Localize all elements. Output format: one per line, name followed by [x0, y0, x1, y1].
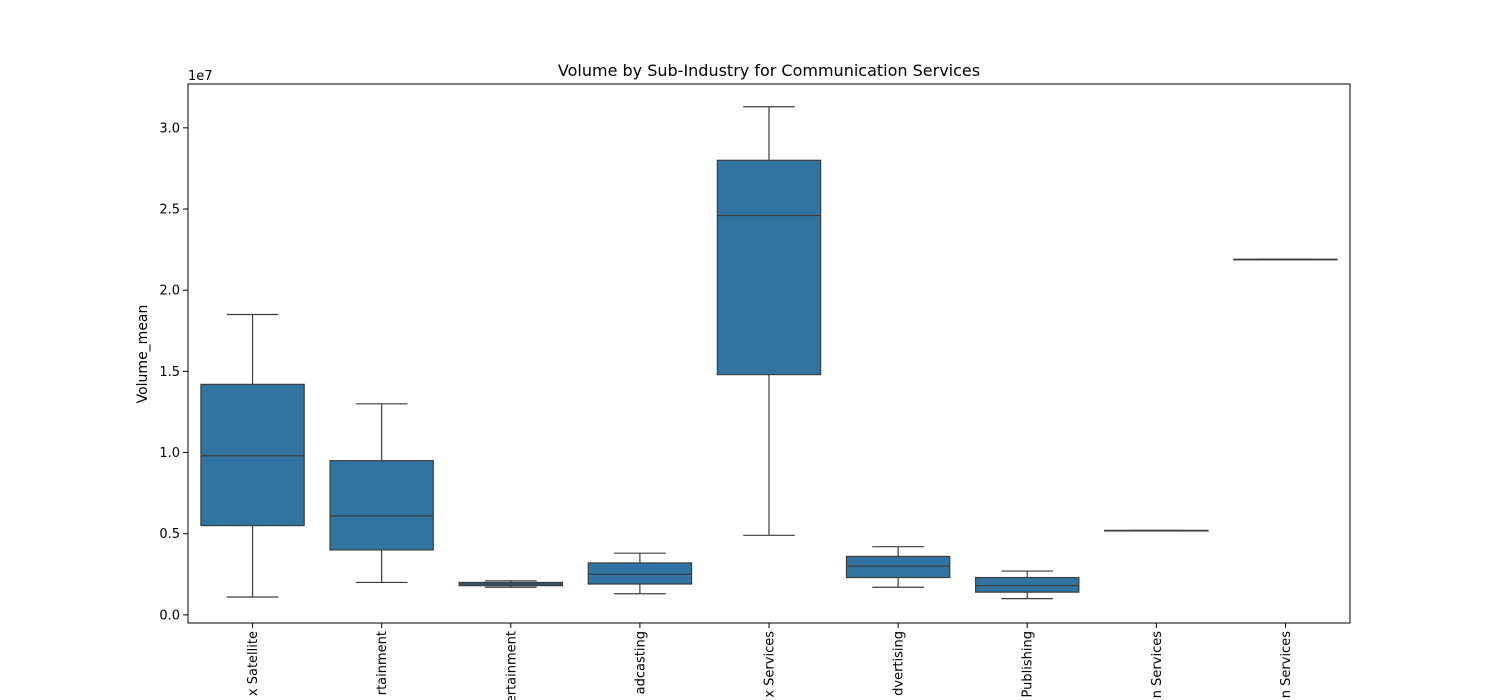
- y-axis-label: Volume_mean: [135, 305, 151, 404]
- y-tick-label: 2.5: [159, 203, 180, 218]
- x-tick-label: ertainment: [504, 631, 519, 700]
- box-iqr: [200, 383, 305, 527]
- x-tick-label: x Services: [763, 631, 778, 698]
- x-tick-label: rtainment: [375, 631, 390, 695]
- y-axis-offset-text: 1e7: [188, 69, 213, 84]
- x-tick-label: n Services: [1279, 631, 1294, 698]
- x-tick-label: adcasting: [633, 631, 648, 694]
- x-tick-label: Publishing: [1021, 631, 1036, 697]
- y-tick-label: 0.0: [159, 608, 180, 623]
- box-iqr: [974, 576, 1080, 593]
- plot-area: 0.0 0.5 1.0 1.5 2.0 2.5 3.0 x Satellite rtainmen…: [159, 83, 1351, 700]
- box-iqr: [329, 460, 434, 551]
- x-tick-label: dvertising: [892, 631, 907, 696]
- y-tick-label: 1.5: [159, 365, 180, 380]
- y-tick-label: 2.0: [159, 284, 180, 299]
- box-iqr: [587, 562, 693, 585]
- y-tick-label: 1.0: [159, 446, 180, 461]
- box-iqr: [845, 555, 951, 579]
- chart-title: Volume by Sub-Industry for Communication…: [558, 61, 980, 80]
- x-tick-label: n Services: [1150, 631, 1165, 698]
- box-iqr: [716, 159, 822, 376]
- y-tick-label: 3.0: [159, 121, 180, 136]
- x-tick-label: x Satellite: [246, 631, 261, 696]
- y-tick-label: 0.5: [159, 527, 180, 542]
